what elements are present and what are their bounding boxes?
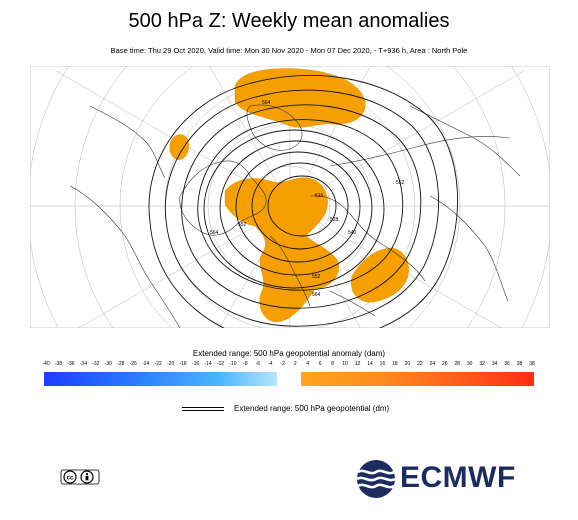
- colorbar-tick-label: 22: [417, 361, 423, 367]
- ecmwf-logo: ECMWF: [354, 459, 524, 499]
- colorbar-tick-label: 36: [504, 361, 510, 367]
- colorbar-tick-label: -2: [280, 361, 285, 367]
- colorbar-tick-label: -34: [79, 361, 87, 367]
- colorbar-tick-label: -26: [129, 361, 137, 367]
- polar-map: 516 528 540 552 564 564 552 552 564: [30, 66, 550, 328]
- svg-text:564: 564: [210, 230, 219, 236]
- colorbar-tick-label: -8: [243, 361, 248, 367]
- colorbar-tick-label: 2: [293, 361, 297, 367]
- svg-text:552: 552: [312, 274, 321, 280]
- colorbar-tick-label: 28: [454, 361, 460, 367]
- colorbar-tick-label: 34: [491, 361, 498, 367]
- colorbar-gap: [277, 372, 301, 386]
- colorbar-tick-label: -24: [142, 361, 150, 367]
- svg-text:564: 564: [262, 100, 271, 106]
- svg-text:528: 528: [330, 217, 339, 223]
- anomaly-patch-west: [169, 134, 189, 160]
- colorbar-tick-label: -32: [92, 361, 100, 367]
- map-title: 500 hPa Z: Weekly mean anomalies: [128, 10, 450, 32]
- colorbar-tick-label: 38: [529, 361, 535, 367]
- colorbar-tick-label: -16: [191, 361, 200, 367]
- colorbar-tick-label: -20: [166, 361, 175, 367]
- colorbar-tick-label: 14: [367, 361, 373, 367]
- colorbar-tick-label: 6: [318, 361, 322, 367]
- colorbar-tick-label: 16: [379, 361, 386, 367]
- colorbar-tick-label: 10: [342, 361, 348, 367]
- colorbar-ticks: -40 -38 -36 -34 -32 -30 -28 -26 -24 -22 -20 -18 -16-…: [42, 361, 536, 371]
- colorbar-tick-label: -38: [54, 361, 63, 367]
- svg-text:cc: cc: [67, 475, 74, 481]
- colorbar-negative: [44, 372, 277, 386]
- coastlines: [69, 104, 521, 328]
- creative-commons-by-icon: cc: [60, 469, 100, 485]
- colorbar-tick-label: 30: [466, 361, 473, 367]
- svg-text:552: 552: [238, 222, 247, 228]
- ecmwf-logo-text: ECMWF: [400, 461, 516, 494]
- colorbar-tick-label: 4: [306, 361, 310, 367]
- colorbar: [44, 372, 534, 386]
- geopotential-contours: [148, 74, 458, 328]
- colorbar-tick-label: -12: [216, 361, 225, 367]
- colorbar-tick-label: 12: [354, 361, 361, 367]
- colorbar-tick-label: 26: [441, 361, 448, 367]
- contour-labels: 516 528 540 552 564 564 552 552 564: [210, 100, 405, 298]
- contour-legend-label: Extended range: 500 hPa geopotential (dm…: [234, 404, 390, 413]
- colorbar-tick-label: -14: [204, 361, 212, 367]
- svg-text:564: 564: [312, 292, 321, 298]
- colorbar-tick-label: -36: [67, 361, 75, 367]
- svg-text:516: 516: [315, 193, 324, 199]
- contour-legend-line: [182, 407, 224, 411]
- colorbar-title: Extended range: 500 hPa geopotential ano…: [192, 349, 386, 358]
- colorbar-tick-label: -10: [229, 361, 237, 367]
- colorbar-tick-label: 20: [404, 361, 411, 367]
- anomaly-patch-asia: [351, 247, 409, 303]
- colorbar-tick-label: 24: [429, 361, 436, 367]
- svg-text:552: 552: [396, 180, 405, 186]
- colorbar-tick-label: -30: [104, 361, 112, 367]
- colorbar-tick-label: 8: [331, 361, 334, 367]
- ecmwf-wave-icon: [356, 460, 396, 498]
- colorbar-tick-label: 18: [392, 361, 398, 367]
- colorbar-tick-label: -40: [42, 361, 50, 367]
- colorbar-tick-label: -18: [179, 361, 187, 367]
- svg-text:540: 540: [348, 230, 357, 236]
- colorbar-tick-label: -6: [255, 361, 261, 367]
- colorbar-tick-label: -4: [268, 361, 273, 367]
- colorbar-positive: [301, 372, 534, 386]
- colorbar-tick-label: -28: [117, 361, 125, 367]
- map-subtitle: Base time: Thu 29 Oct 2020, Valid time: …: [110, 46, 468, 55]
- colorbar-tick-label: -22: [154, 361, 162, 367]
- colorbar-tick-label: 32: [479, 361, 485, 367]
- colorbar-tick-label: 38: [516, 361, 523, 367]
